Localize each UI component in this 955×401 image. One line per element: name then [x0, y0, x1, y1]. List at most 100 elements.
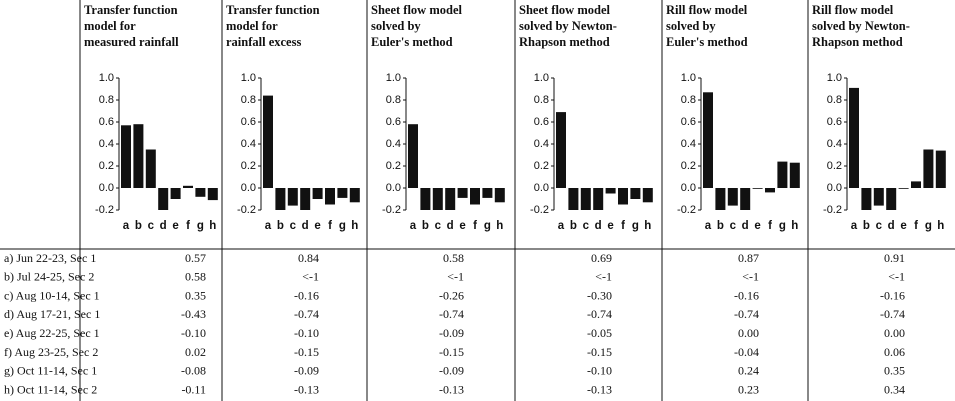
cell-value: 0.84	[298, 251, 319, 265]
y-tick-label: 0.6	[827, 116, 842, 128]
bar	[789, 162, 800, 188]
column-header: solved by Newton-	[519, 19, 617, 33]
cell-value: -0.09	[439, 364, 464, 378]
column-header: Rhapson method	[812, 35, 903, 49]
bar	[849, 87, 859, 188]
cell-value: 0.23	[738, 382, 759, 396]
bar	[923, 149, 934, 188]
category-label: c	[583, 220, 590, 232]
category-label: c	[148, 220, 155, 232]
y-tick-label: 0.6	[534, 116, 549, 128]
column-header: Sheet flow model	[519, 3, 610, 17]
y-tick-label: 0.0	[386, 182, 401, 194]
bar	[207, 188, 218, 201]
y-tick-label: 0.0	[681, 182, 696, 194]
row-label: d) Aug 17-21, Sec 1	[4, 307, 100, 321]
column-header: Rhapson method	[519, 35, 610, 49]
bar	[325, 188, 335, 205]
cell-value: <-1	[595, 270, 612, 284]
y-tick-label: 0.4	[827, 138, 842, 150]
cell-value: 0.24	[738, 364, 759, 378]
cell-value: -0.13	[439, 382, 464, 396]
y-tick-label: 0.8	[241, 94, 256, 106]
y-tick-label: 0.0	[827, 182, 842, 194]
y-tick-label: 1.0	[827, 72, 842, 84]
bar	[765, 188, 775, 193]
cell-value: -0.09	[294, 364, 319, 378]
cell-value: -0.74	[439, 307, 464, 321]
bar	[457, 188, 468, 198]
category-label: e	[314, 220, 320, 232]
cell-value: 0.87	[738, 251, 759, 265]
column-header: measured rainfall	[84, 35, 179, 49]
category-label: f	[914, 220, 918, 232]
y-tick-label: 0.2	[386, 160, 401, 172]
category-label: b	[717, 220, 724, 232]
cell-value: <-1	[447, 270, 464, 284]
category-label: b	[863, 220, 870, 232]
cell-value: -0.13	[294, 382, 319, 396]
bar	[470, 188, 480, 205]
cell-value: -0.08	[181, 364, 206, 378]
cell-value: -0.16	[734, 288, 759, 302]
cell-value: -0.74	[880, 307, 905, 321]
cell-value: -0.74	[734, 307, 759, 321]
bar	[703, 92, 713, 188]
category-label: f	[621, 220, 625, 232]
column-header: solved by	[666, 19, 716, 33]
category-label: b	[570, 220, 577, 232]
category-label: e	[900, 220, 906, 232]
cell-value: 0.35	[185, 288, 206, 302]
y-tick-label: -0.2	[95, 204, 114, 216]
cell-value: 0.35	[884, 364, 905, 378]
bar	[861, 188, 872, 210]
cell-value: -0.10	[294, 326, 319, 340]
category-label: e	[459, 220, 465, 232]
cell-value: -0.05	[587, 326, 612, 340]
cell-value: 0.58	[185, 270, 206, 284]
category-label: e	[172, 220, 178, 232]
cell-value: 0.58	[443, 251, 464, 265]
column-header: Euler's method	[666, 35, 748, 49]
column-header: rainfall excess	[226, 35, 301, 49]
y-tick-label: 0.4	[386, 138, 401, 150]
bar	[593, 188, 604, 210]
cell-value: -0.74	[587, 307, 612, 321]
bar	[727, 188, 738, 206]
row-label: c) Aug 10-14, Sec 1	[4, 288, 100, 302]
cell-value: <-1	[742, 270, 759, 284]
bar	[170, 188, 181, 199]
y-tick-label: 0.6	[681, 116, 696, 128]
category-label: h	[351, 220, 358, 232]
bar	[408, 124, 418, 188]
y-tick-label: -0.2	[823, 204, 842, 216]
y-tick-label: -0.2	[382, 204, 401, 216]
cell-value: <-1	[302, 270, 319, 284]
bar	[482, 188, 493, 198]
category-label: g	[197, 220, 204, 232]
category-label: a	[410, 220, 417, 232]
cell-value: -0.74	[294, 307, 319, 321]
bar	[158, 188, 169, 210]
y-tick-label: 0.4	[534, 138, 549, 150]
y-tick-label: 0.8	[681, 94, 696, 106]
y-tick-label: 0.2	[827, 160, 842, 172]
bar	[275, 188, 286, 210]
bar	[935, 150, 946, 188]
category-label: c	[876, 220, 883, 232]
y-tick-label: 0.0	[534, 182, 549, 194]
y-tick-label: 1.0	[681, 72, 696, 84]
cell-value: 0.00	[738, 326, 759, 340]
category-label: h	[791, 220, 798, 232]
cell-value: <-1	[888, 270, 905, 284]
cell-value: 0.00	[884, 326, 905, 340]
column-header: Transfer function	[226, 3, 320, 17]
category-label: b	[422, 220, 429, 232]
cell-value: -0.13	[587, 382, 612, 396]
y-tick-label: 0.6	[99, 116, 114, 128]
bar	[312, 188, 323, 199]
cell-value: -0.11	[181, 382, 206, 396]
bar	[349, 188, 360, 203]
category-label: h	[644, 220, 651, 232]
